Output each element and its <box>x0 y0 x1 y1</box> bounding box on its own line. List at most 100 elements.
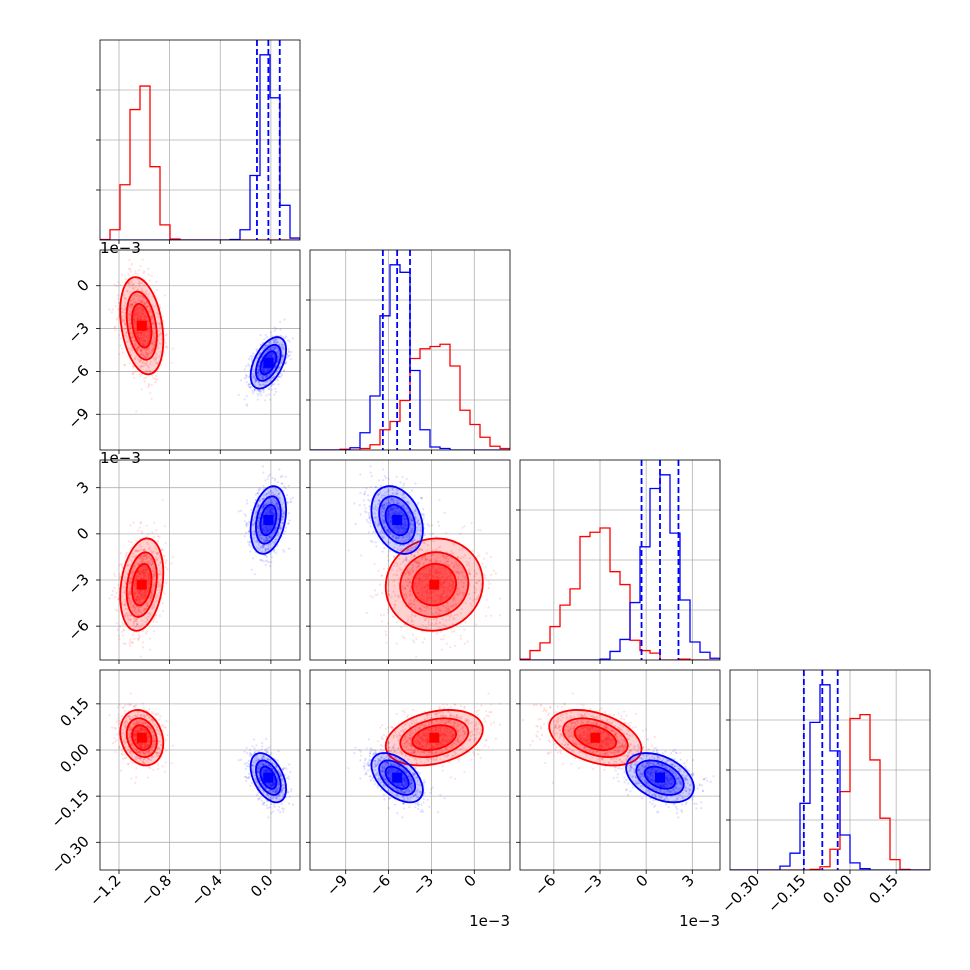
scatter-point <box>274 341 277 344</box>
scatter-point <box>364 490 367 493</box>
scatter-point <box>248 383 251 386</box>
scatter-point <box>262 368 265 371</box>
scatter-point <box>411 639 414 642</box>
scatter-point <box>265 376 268 379</box>
scatter-point <box>134 611 137 614</box>
scatter-point <box>152 567 155 570</box>
scatter-point <box>267 388 271 391</box>
scatter-point <box>151 551 154 554</box>
scatter-point <box>281 511 285 514</box>
scatter-point <box>265 394 268 397</box>
scatter-point <box>139 331 142 335</box>
scatter-point <box>138 300 141 303</box>
scatter-point <box>137 298 140 301</box>
scatter-point <box>139 334 142 337</box>
scatter-point <box>276 502 279 505</box>
scatter-point <box>131 298 134 301</box>
scatter-point <box>147 347 150 350</box>
scatter-point <box>265 559 268 562</box>
scatter-point <box>126 290 129 293</box>
scatter-point <box>138 609 141 613</box>
scatter-point <box>133 313 136 316</box>
scatter-point <box>431 524 434 527</box>
scatter-point <box>135 332 138 335</box>
scatter-point <box>441 648 444 651</box>
scatter-point <box>255 378 258 381</box>
scatter-point <box>154 359 157 362</box>
scatter-point <box>282 549 285 552</box>
scatter-point <box>257 382 261 385</box>
scatter-point <box>133 345 136 348</box>
scatter-point <box>280 482 283 485</box>
scatter-point <box>152 347 155 350</box>
scatter-point <box>133 293 136 297</box>
scatter-point <box>253 516 256 519</box>
scatter-point <box>159 571 162 574</box>
scatter-point <box>147 304 150 308</box>
scatter-point <box>121 634 124 637</box>
scatter-point <box>239 509 243 512</box>
scatter-point <box>143 568 146 571</box>
scatter-point <box>130 603 133 606</box>
scatter-point <box>145 306 148 309</box>
scatter-point <box>139 350 143 353</box>
scatter-point <box>143 549 146 552</box>
scatter-point <box>144 589 147 592</box>
scatter-point <box>261 526 264 529</box>
scatter-point <box>117 308 120 311</box>
scatter-point <box>265 344 268 347</box>
scatter-point <box>251 389 254 392</box>
scatter-point <box>143 284 146 287</box>
scatter-point <box>164 341 167 344</box>
scatter-point <box>142 339 145 342</box>
scatter-point <box>151 348 154 351</box>
scatter-point <box>265 536 269 540</box>
scatter-point <box>146 618 149 622</box>
scatter-point <box>126 612 129 615</box>
scatter-point <box>116 609 119 613</box>
scatter-point <box>155 361 158 364</box>
scatter-point <box>137 308 140 311</box>
scatter-point <box>164 561 167 564</box>
scatter-point <box>156 288 159 292</box>
scatter-point <box>459 532 462 536</box>
scatter-point <box>132 318 135 321</box>
scatter-point <box>266 539 269 542</box>
scatter-point <box>145 306 148 309</box>
scatter-point <box>278 366 281 369</box>
scatter-point <box>133 358 136 361</box>
scatter-point <box>135 301 138 304</box>
scatter-point <box>124 576 127 579</box>
scatter-point <box>412 641 416 644</box>
scatter-point <box>142 316 145 319</box>
scatter-point <box>157 335 160 338</box>
scatter-point <box>273 383 276 386</box>
scatter-point <box>140 556 143 559</box>
scatter-point <box>151 315 154 318</box>
scatter-point <box>140 597 143 601</box>
scatter-point <box>274 502 278 505</box>
scatter-point <box>262 506 265 509</box>
scatter-point <box>133 582 136 585</box>
scatter-point <box>143 558 146 561</box>
scatter-point <box>134 311 138 314</box>
scatter-point <box>114 574 117 578</box>
scatter-point <box>142 338 146 341</box>
scatter-point <box>262 369 265 372</box>
scatter-point <box>136 272 139 275</box>
scatter-point <box>136 349 139 352</box>
scatter-point <box>144 594 147 597</box>
scatter-point <box>158 329 161 332</box>
scatter-point <box>136 549 139 553</box>
scatter-point <box>160 332 163 335</box>
scatter-point <box>248 540 252 543</box>
scatter-point <box>272 531 275 534</box>
scatter-point <box>133 312 136 315</box>
scatter-point <box>259 487 262 490</box>
scatter-point <box>276 533 279 536</box>
scatter-point <box>147 573 150 577</box>
scatter-point <box>264 371 267 374</box>
scatter-point <box>283 485 286 488</box>
scatter-point <box>281 355 284 358</box>
scatter-point <box>499 614 502 617</box>
